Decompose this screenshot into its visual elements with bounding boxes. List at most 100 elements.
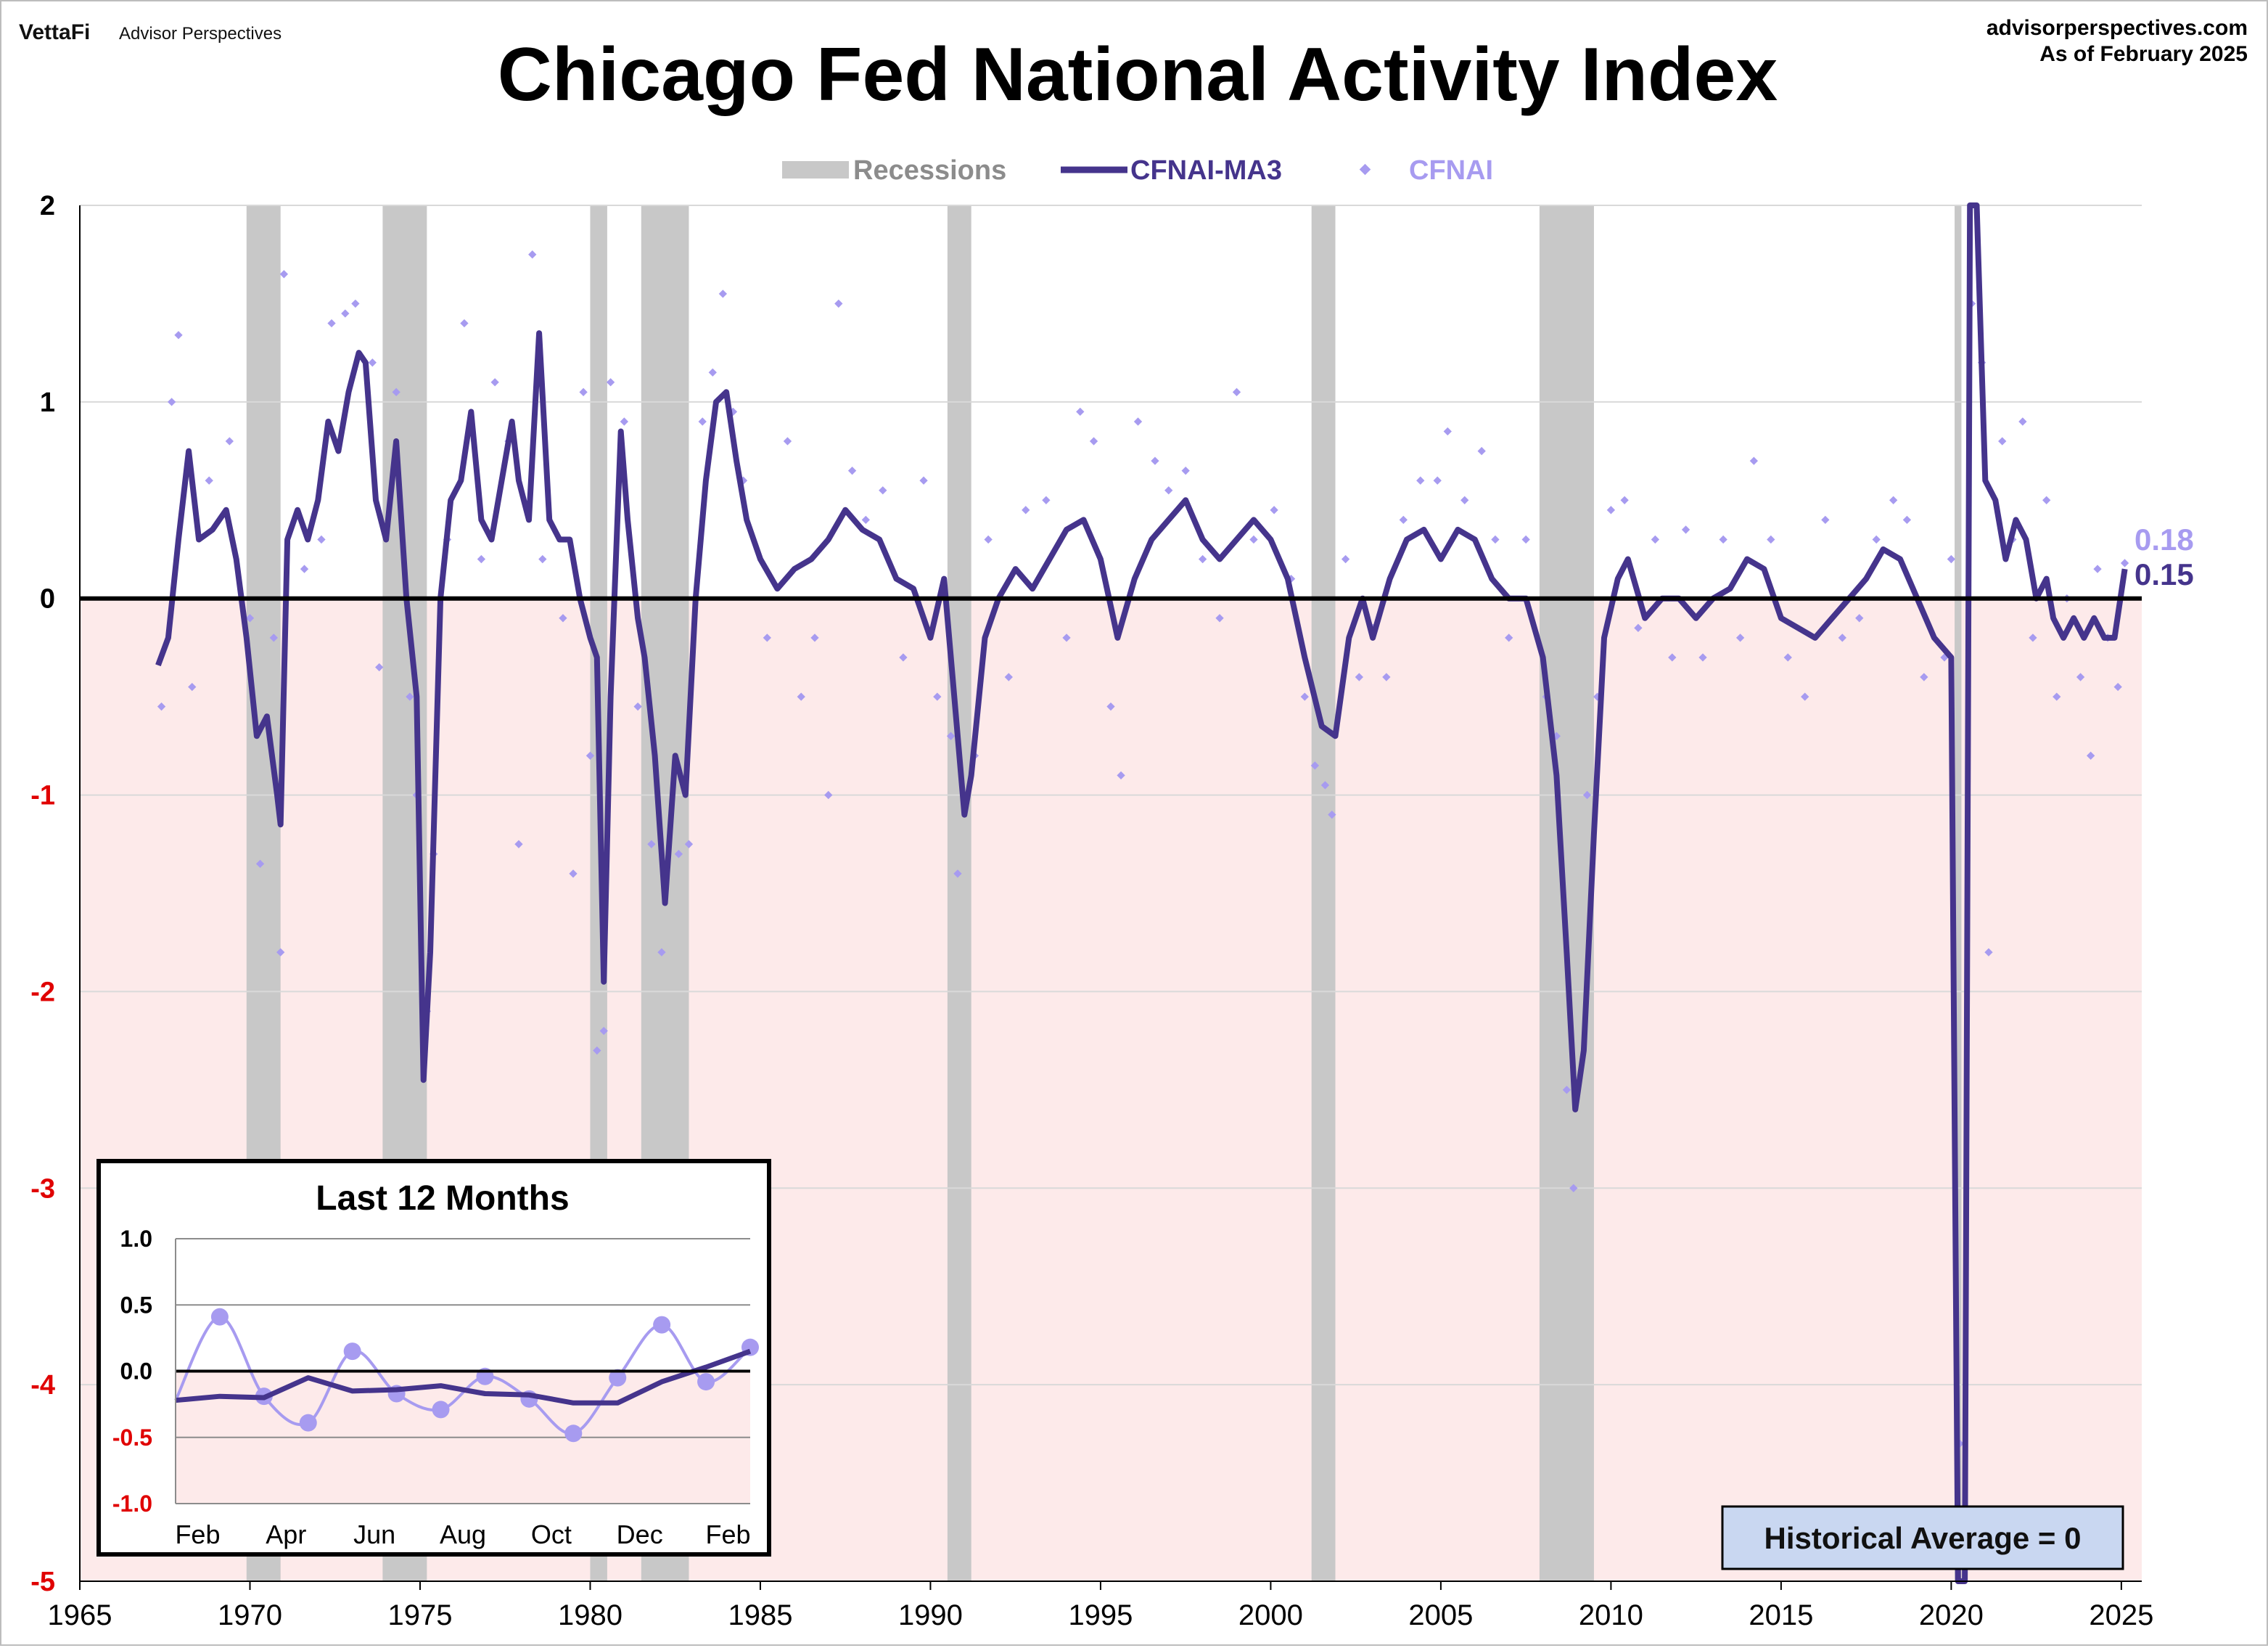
cfnai-point bbox=[1783, 653, 1792, 662]
inset-x-tick-label: Feb bbox=[175, 1520, 220, 1549]
cfnai-point bbox=[1270, 506, 1278, 515]
cfnai-point bbox=[1872, 535, 1881, 544]
cfnai-point bbox=[528, 250, 537, 259]
cfnai-point bbox=[368, 358, 377, 367]
cfnai-point bbox=[255, 859, 265, 869]
inset-y-tick-label: 0.0 bbox=[120, 1358, 152, 1385]
inset-y-tick-label: -0.5 bbox=[112, 1424, 152, 1451]
cfnai-point bbox=[579, 388, 588, 396]
inset-ma3-line bbox=[175, 1348, 752, 1406]
cfnai-point bbox=[2042, 496, 2051, 504]
legend-recessions-label: Recessions bbox=[853, 155, 1006, 186]
cfnai-point bbox=[1719, 535, 1727, 544]
axes bbox=[79, 205, 2142, 1590]
inset-cfnai-points bbox=[210, 1308, 759, 1443]
cfnai-point bbox=[1198, 554, 1207, 564]
cfnai-point bbox=[698, 417, 707, 426]
cfnai-point bbox=[1416, 476, 1425, 485]
cfnai-point bbox=[279, 270, 289, 279]
cfnai-latest-label: 0.18 bbox=[2135, 522, 2194, 557]
cfnai-point bbox=[341, 309, 350, 318]
cfnai-point bbox=[899, 653, 908, 662]
cfnai-point bbox=[1998, 437, 2007, 446]
cfnai-point bbox=[1181, 467, 1190, 475]
cfnai-point bbox=[1151, 456, 1159, 465]
cfnai-point bbox=[1801, 692, 1809, 701]
legend-cfnai-label: CFNAI bbox=[1409, 155, 1493, 186]
cfnai-point bbox=[1902, 515, 1912, 525]
cfnai-point bbox=[1320, 781, 1330, 790]
cfnai-point bbox=[946, 731, 956, 740]
x-tick-label: 2025 bbox=[2089, 1599, 2153, 1631]
inset-cfnai-point bbox=[697, 1373, 715, 1391]
cfnai-point bbox=[586, 751, 595, 761]
legend: Recessions CFNAI-MA3 CFNAI bbox=[782, 155, 1493, 186]
cfnai-point bbox=[1341, 554, 1350, 564]
x-axis-ticks: 1965 1970 1975 1980 1985 1990 1995 2000 2005 2010… bbox=[48, 1599, 2154, 1631]
x-tick-label: 1965 bbox=[48, 1599, 112, 1631]
cfnai-point bbox=[167, 398, 176, 406]
inset-x-tick-label: Oct bbox=[531, 1520, 572, 1549]
y-tick-label: 1 bbox=[40, 388, 55, 418]
recession-band bbox=[1311, 205, 1336, 1581]
inset-cfnai-point bbox=[210, 1308, 229, 1326]
cfnai-point bbox=[1460, 496, 1469, 504]
cfnai-point bbox=[460, 319, 469, 328]
cfnai-point bbox=[245, 614, 255, 623]
cfnai-point bbox=[375, 663, 384, 672]
cfnai-point bbox=[1651, 535, 1660, 544]
cfnai-point bbox=[490, 378, 499, 387]
x-tick-label: 2000 bbox=[1238, 1599, 1303, 1631]
cfnai-point bbox=[1606, 506, 1616, 515]
cfnai-point bbox=[1491, 535, 1500, 544]
y-tick-label: -1 bbox=[30, 781, 55, 811]
cfnai-point bbox=[879, 486, 887, 495]
brand-logo: VettaFi bbox=[19, 20, 90, 44]
cfnai-point bbox=[847, 467, 857, 475]
cfnai-point bbox=[538, 554, 547, 564]
cfnai-point bbox=[1232, 388, 1241, 396]
inset-y-tick-label: 0.5 bbox=[120, 1292, 152, 1318]
inset-x-tick-label: Apr bbox=[266, 1520, 306, 1549]
cfnai-point bbox=[684, 840, 694, 848]
inset-cfnai-point bbox=[609, 1369, 627, 1387]
cfnai-point bbox=[1920, 673, 1928, 681]
cfnai-point bbox=[1582, 790, 1592, 800]
cfnai-point bbox=[606, 378, 615, 387]
cfnai-point bbox=[1433, 476, 1442, 485]
cfnai-point bbox=[2086, 751, 2095, 761]
cfnai-point bbox=[1681, 525, 1690, 534]
y-tick-label: 2 bbox=[40, 191, 55, 221]
cfnai-point bbox=[514, 840, 523, 848]
cfnai-point bbox=[763, 634, 771, 642]
cfnai-point bbox=[718, 290, 728, 298]
cfnai-point bbox=[1164, 486, 1173, 495]
cfnai-point bbox=[1133, 417, 1143, 426]
cfnai-point bbox=[783, 437, 792, 446]
cfnai-point bbox=[1620, 496, 1629, 504]
inset-x-tick-label: Jun bbox=[353, 1520, 395, 1549]
cfnai-point bbox=[1062, 634, 1071, 642]
y-tick-label: -3 bbox=[30, 1173, 55, 1204]
cfnai-point bbox=[1300, 692, 1309, 701]
cfnai-point bbox=[1249, 535, 1258, 544]
cfnai-point bbox=[157, 702, 166, 711]
cfnai-point bbox=[984, 535, 993, 544]
cfnai-point bbox=[933, 692, 942, 701]
cfnai-point bbox=[1749, 456, 1759, 465]
cfnai-point bbox=[593, 1046, 601, 1055]
inset-cfnai-point bbox=[653, 1316, 671, 1334]
cfnai-point bbox=[1735, 634, 1745, 642]
cfnai-point bbox=[225, 437, 234, 446]
ma3-series-line bbox=[155, 202, 2128, 1584]
legend-recessions-swatch bbox=[782, 161, 849, 179]
cfnai-point bbox=[919, 476, 928, 485]
ma3-latest-label: 0.15 bbox=[2135, 557, 2194, 591]
y-tick-label: -5 bbox=[30, 1567, 55, 1597]
cfnai-point bbox=[2113, 682, 2122, 692]
cfnai-point bbox=[1698, 653, 1707, 662]
recession-band bbox=[1539, 205, 1594, 1581]
x-tick-label: 1975 bbox=[387, 1599, 452, 1631]
cfnai-point bbox=[599, 1026, 608, 1036]
